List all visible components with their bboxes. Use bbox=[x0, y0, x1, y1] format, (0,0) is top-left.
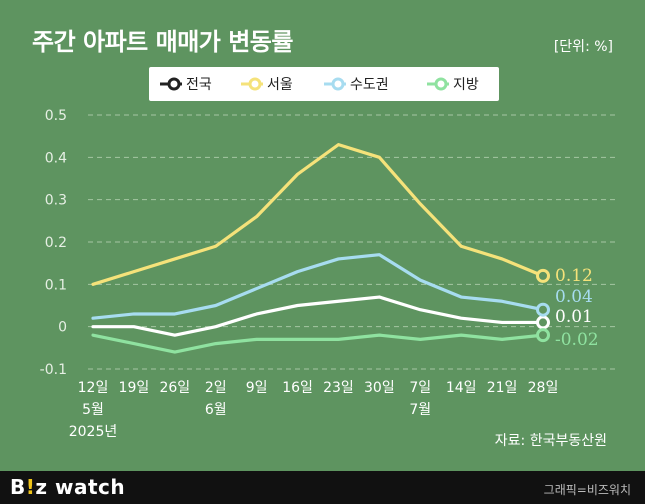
x-tick-label: 7일 bbox=[409, 380, 431, 396]
end-value-label: -0.02 bbox=[555, 330, 599, 350]
y-tick-label: 0.5 bbox=[45, 108, 67, 124]
x-year-label: 2025년 bbox=[69, 424, 118, 440]
y-tick-label: 0.2 bbox=[45, 235, 67, 251]
legend-swatch-marker bbox=[167, 77, 181, 91]
x-tick-label: 28일 bbox=[528, 380, 559, 396]
y-tick-label: 0.4 bbox=[45, 150, 67, 166]
series-line-지방 bbox=[91, 333, 545, 354]
chart-title: 주간 아파트 매매가 변동률 bbox=[32, 28, 293, 56]
series-line-전국 bbox=[91, 295, 545, 337]
legend-label: 지방 bbox=[453, 77, 479, 93]
x-tick-label: 21일 bbox=[487, 380, 518, 396]
x-tick-label: 30일 bbox=[364, 380, 395, 396]
end-value-label: 0.04 bbox=[555, 287, 593, 307]
legend-label: 전국 bbox=[186, 77, 212, 93]
x-month-label: 7월 bbox=[409, 402, 431, 418]
brand-logo: B!z watch bbox=[10, 475, 126, 499]
x-tick-label: 23일 bbox=[323, 380, 354, 396]
legend-label: 수도권 bbox=[350, 77, 389, 93]
y-tick-label: -0.1 bbox=[40, 362, 67, 378]
x-tick-label: 19일 bbox=[119, 380, 150, 396]
x-month-label: 6월 bbox=[205, 402, 227, 418]
graphic-credit: 그래픽=비즈워치 bbox=[543, 483, 631, 497]
x-tick-label: 14일 bbox=[446, 380, 477, 396]
legend-label: 서울 bbox=[267, 77, 293, 93]
y-tick-label: 0.3 bbox=[45, 193, 67, 209]
legend-swatch-marker bbox=[248, 77, 262, 91]
end-marker-지방 bbox=[536, 328, 550, 343]
end-value-label: 0.01 bbox=[555, 307, 593, 327]
legend-swatch-marker bbox=[331, 77, 345, 91]
unit-label: [단위: %] bbox=[553, 39, 613, 55]
end-marker-전국 bbox=[536, 315, 550, 330]
end-marker-수도권 bbox=[536, 302, 550, 317]
source-label: 자료: 한국부동산원 bbox=[494, 433, 607, 449]
x-tick-label: 2일 bbox=[205, 380, 227, 396]
legend-swatch-marker bbox=[434, 77, 448, 91]
x-tick-label: 9일 bbox=[246, 380, 268, 396]
x-tick-label: 12일 bbox=[78, 380, 109, 396]
x-tick-label: 16일 bbox=[282, 380, 313, 396]
end-value-label: 0.12 bbox=[555, 266, 593, 286]
footer-bar: B!z watch 그래픽=비즈워치 bbox=[0, 471, 645, 504]
x-tick-label: 26일 bbox=[159, 380, 190, 396]
y-tick-label: 0 bbox=[58, 320, 67, 336]
y-tick-label: 0.1 bbox=[45, 277, 67, 293]
series-line-서울 bbox=[91, 143, 545, 286]
x-month-label: 5월 bbox=[82, 402, 104, 418]
series-line-수도권 bbox=[91, 253, 545, 320]
end-marker-서울 bbox=[536, 268, 550, 283]
